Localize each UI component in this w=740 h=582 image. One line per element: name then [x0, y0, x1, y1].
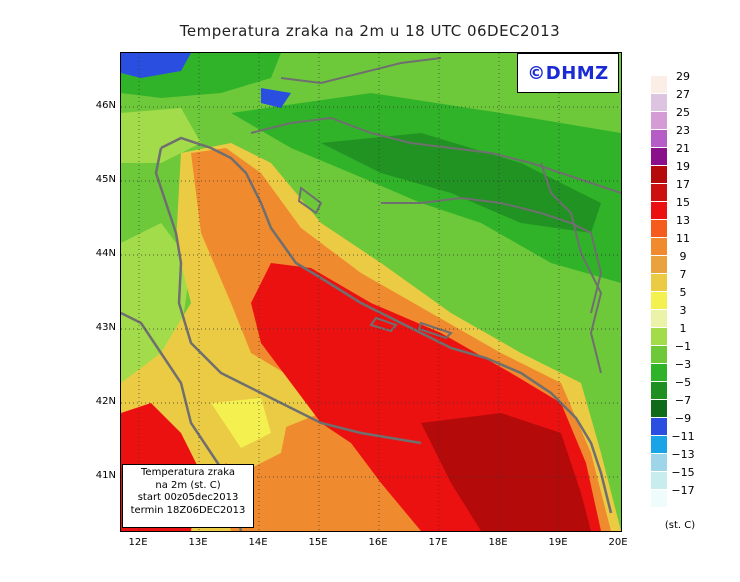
temperature-map: [120, 52, 622, 532]
legend-swatch: [651, 292, 667, 309]
island-2: [417, 321, 453, 340]
east-coastline: [160, 136, 613, 514]
lon-label-20e: 20E: [608, 537, 628, 548]
inland-border: [381, 196, 603, 314]
alpine-cold-patch: [261, 88, 291, 108]
legend-swatch: [651, 310, 667, 327]
legend-swatch: [651, 274, 667, 291]
lat-label-43n: 43N: [95, 322, 116, 333]
legend-label: −7: [674, 394, 692, 407]
lat-label-46n: 46N: [95, 100, 116, 111]
legend-swatch: [651, 490, 667, 507]
legend-label: 29: [676, 70, 690, 83]
legend-swatch: [651, 184, 667, 201]
south-adriatic-hot: [421, 413, 591, 531]
legend-label: 5: [679, 286, 687, 299]
legend-swatch: [651, 220, 667, 237]
lon-label-19e: 19E: [548, 537, 568, 548]
legend-swatch: [651, 418, 667, 435]
island-3: [297, 186, 323, 215]
legend-swatch: [651, 76, 667, 93]
legend-label: 3: [679, 304, 687, 317]
legend-label: 15: [676, 196, 690, 209]
legend-swatch: [651, 400, 667, 417]
legend-swatch: [651, 346, 667, 363]
lon-label-15e: 15E: [308, 537, 328, 548]
legend-swatch: [651, 94, 667, 111]
legend-label: −13: [671, 448, 695, 461]
legend-label: −1: [674, 340, 692, 353]
po-valley-mild: [121, 108, 201, 163]
legend-swatch: [651, 202, 667, 219]
alpine-border: [280, 57, 442, 85]
legend-label: 11: [676, 232, 690, 245]
legend-swatch: [651, 238, 667, 255]
lon-label-17e: 17E: [428, 537, 448, 548]
map-canvas: [121, 53, 621, 531]
lon-label-13e: 13E: [188, 537, 208, 548]
lat-label-45n: 45N: [95, 174, 116, 185]
legend-swatch: [651, 382, 667, 399]
lon-label-14e: 14E: [248, 537, 268, 548]
legend-label: 1: [679, 322, 687, 335]
legend-label: −3: [674, 358, 692, 371]
legend-swatch: [651, 256, 667, 273]
lat-lon-grid: [121, 53, 621, 531]
legend-label: 21: [676, 142, 690, 155]
legend-label: 27: [676, 88, 690, 101]
legend-label: −9: [674, 412, 692, 425]
legend-swatch: [651, 436, 667, 453]
legend-label: 17: [676, 178, 690, 191]
colder-inland-patches: [321, 133, 601, 233]
legend-swatch: [651, 112, 667, 129]
legend-swatch: [651, 472, 667, 489]
lat-label-44n: 44N: [95, 248, 116, 259]
legend-label: 7: [679, 268, 687, 281]
legend-label: 13: [676, 214, 690, 227]
eastern-border: [540, 162, 603, 374]
lon-label-16e: 16E: [368, 537, 388, 548]
lat-label-41n: 41N: [95, 470, 116, 481]
info-line-termin: termin 18Z06DEC2013: [130, 504, 246, 516]
lat-label-42n: 42N: [95, 396, 116, 407]
info-line-start: start 00z05dec2013: [137, 492, 239, 503]
legend-label: −11: [671, 430, 695, 443]
info-line-unit: na 2m (st. C): [155, 479, 221, 491]
legend-swatch: [651, 148, 667, 165]
info-box: Temperatura zraka na 2m (st. C) start 00…: [122, 464, 254, 528]
legend-swatch: [651, 328, 667, 345]
northern-border: [250, 116, 621, 194]
italy-mild: [121, 223, 191, 393]
legend-label: 9: [679, 250, 687, 263]
legend-swatch: [651, 166, 667, 183]
alpine-cold: [121, 53, 191, 78]
legend-unit: (st. C): [664, 520, 696, 531]
legend-swatch: [651, 454, 667, 471]
lon-label-18e: 18E: [488, 537, 508, 548]
map-title: Temperatura zraka na 2m u 18 UTC 06DEC20…: [179, 22, 561, 40]
dhmz-brand-box: ©DHMZ: [517, 53, 619, 93]
legend-label: −5: [674, 376, 692, 389]
legend-label: 25: [676, 106, 690, 119]
cold-inland-region: [231, 93, 621, 283]
legend-swatch: [651, 364, 667, 381]
apennine-pale: [211, 398, 271, 448]
info-line-variable: Temperatura zraka: [141, 467, 235, 478]
legend-label: −17: [671, 484, 695, 497]
island-1: [369, 316, 398, 333]
legend-label: 23: [676, 124, 690, 137]
legend-label: 19: [676, 160, 690, 173]
legend-swatch: [651, 130, 667, 147]
lon-label-12e: 12E: [128, 537, 148, 548]
legend-label: −15: [671, 466, 695, 479]
west-coastline: [154, 147, 422, 445]
